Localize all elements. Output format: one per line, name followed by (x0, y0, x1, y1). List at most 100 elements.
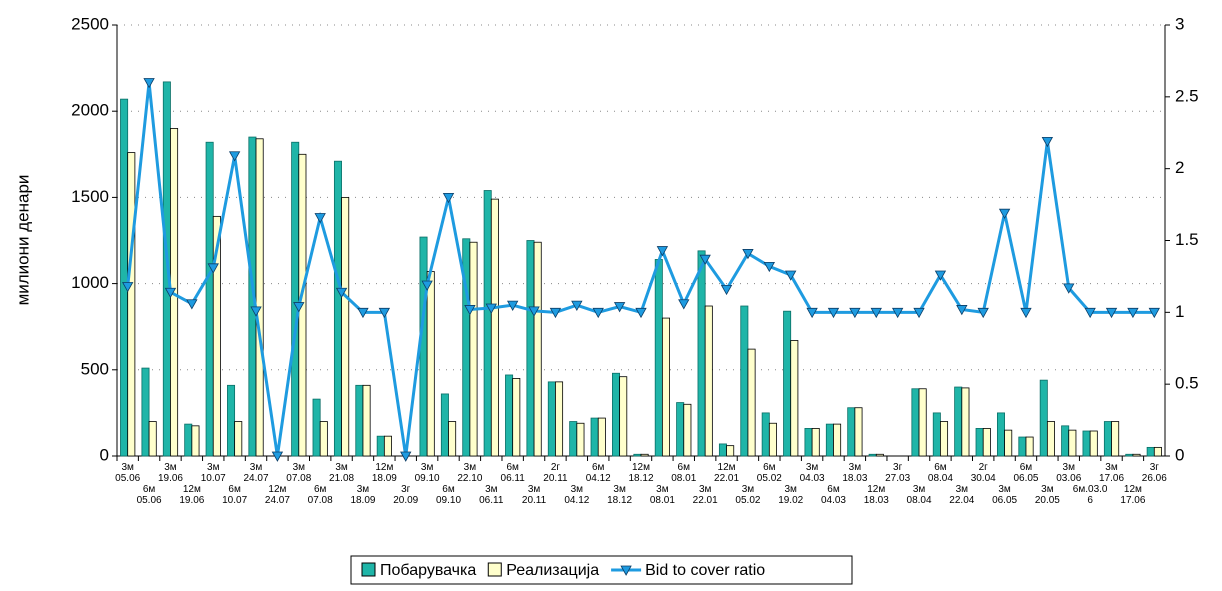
bar (1018, 436, 1027, 457)
x-tick-label: 3м 19.02 (778, 484, 803, 506)
bar (790, 340, 799, 457)
bar (1082, 430, 1091, 457)
marker (186, 299, 198, 310)
x-tick-label: 3м 04.12 (564, 484, 589, 506)
marker (528, 306, 540, 317)
bar (205, 141, 214, 457)
bar (319, 421, 328, 457)
y-axis-label: милиони денари (13, 175, 32, 306)
x-tick-label: 3м 19.06 (158, 462, 183, 484)
bar (341, 196, 350, 457)
x-tick-label: 6м 05.06 (137, 484, 162, 506)
bar (312, 398, 321, 457)
x-tick-label: 3г 26.06 (1142, 462, 1167, 484)
marker (485, 303, 497, 314)
bar (918, 388, 927, 457)
bar (825, 423, 834, 457)
legend-label: Побарувачка (380, 562, 476, 579)
bar (234, 421, 243, 457)
marker (891, 307, 904, 319)
bar (704, 305, 713, 457)
x-tick-label: 12м 17.06 (1120, 484, 1145, 506)
legend-box (350, 555, 853, 585)
legend-label: Реализација (506, 562, 599, 579)
x-tick-label: 3м 21.08 (329, 462, 354, 484)
bar (1125, 453, 1134, 457)
bar (633, 453, 642, 457)
marker (400, 451, 412, 462)
x-tick-label: 3м 17.06 (1099, 462, 1124, 484)
bar (619, 376, 628, 457)
x-tick-label: 2г 30.04 (971, 462, 996, 484)
y-tick-label: 1000 (71, 273, 109, 292)
marker (613, 302, 626, 313)
y-tick-label: 0 (100, 445, 109, 464)
bar (854, 407, 863, 457)
x-tick-label: 3г 27.03 (885, 462, 910, 484)
marker (977, 307, 989, 319)
legend-swatch (361, 562, 376, 577)
bar (533, 241, 542, 457)
y-tick-label: 2500 (71, 14, 109, 33)
y2-tick-label: 2.5 (1175, 86, 1199, 105)
bar (255, 138, 264, 457)
marker (827, 307, 840, 319)
bar (768, 422, 777, 457)
bar (932, 412, 941, 457)
marker (1041, 136, 1054, 148)
marker (656, 246, 669, 257)
x-tick-label: 3м 18.09 (350, 484, 375, 506)
bar (148, 421, 157, 457)
marker (678, 299, 690, 310)
x-tick-label: 3м 08.04 (907, 484, 932, 506)
marker (635, 307, 647, 319)
bar (811, 428, 820, 457)
marker (785, 270, 797, 281)
x-tick-label: 6м 06.05 (1013, 462, 1038, 484)
x-tick-label: 6м 08.01 (671, 462, 696, 484)
x-tick-label: 3м 07.08 (286, 462, 311, 484)
x-tick-label: 12м 18.12 (628, 462, 653, 484)
bar (740, 305, 749, 457)
legend-marker (620, 565, 632, 576)
marker (378, 307, 391, 319)
bar (490, 198, 499, 457)
x-tick-label: 3м 20.11 (522, 484, 547, 506)
x-tick-label: 3м 04.03 (800, 462, 825, 484)
bar (1132, 453, 1141, 457)
bar (954, 386, 963, 457)
x-tick-label: 12м 18.09 (372, 462, 397, 484)
x-tick-label: 12м 18.03 (864, 484, 889, 506)
marker (1148, 307, 1160, 319)
y2-tick-label: 1 (1175, 302, 1184, 321)
marker (1084, 307, 1096, 319)
x-tick-label: 6м 04.03 (821, 484, 846, 506)
x-tick-label: 6м.03.0 6 (1073, 484, 1108, 506)
marker (335, 287, 348, 299)
bar (726, 445, 735, 457)
line (126, 82, 1155, 457)
marker (506, 300, 519, 311)
x-tick-label: 3м 22.01 (693, 484, 718, 506)
x-tick-label: 6м 10.07 (222, 484, 247, 506)
x-tick-label: 3м 06.11 (479, 484, 504, 506)
marker (293, 302, 305, 313)
x-tick-label: 6м 06.11 (501, 462, 526, 484)
marker (699, 254, 711, 266)
bar (1004, 429, 1013, 457)
bar (547, 381, 556, 457)
bar (120, 98, 129, 457)
bar (419, 236, 428, 457)
marker (421, 280, 433, 291)
x-tick-label: 2г 20.11 (543, 462, 568, 484)
y2-tick-label: 2 (1175, 158, 1184, 177)
bar (469, 241, 478, 457)
x-tick-label: 3м 08.01 (650, 484, 675, 506)
bar (940, 421, 949, 457)
x-tick-label: 3м 09.10 (415, 462, 440, 484)
marker (271, 451, 284, 462)
x-tick-label: 3м 18.03 (842, 462, 867, 484)
bar (291, 141, 300, 457)
x-tick-label: 3м 10.07 (201, 462, 226, 484)
